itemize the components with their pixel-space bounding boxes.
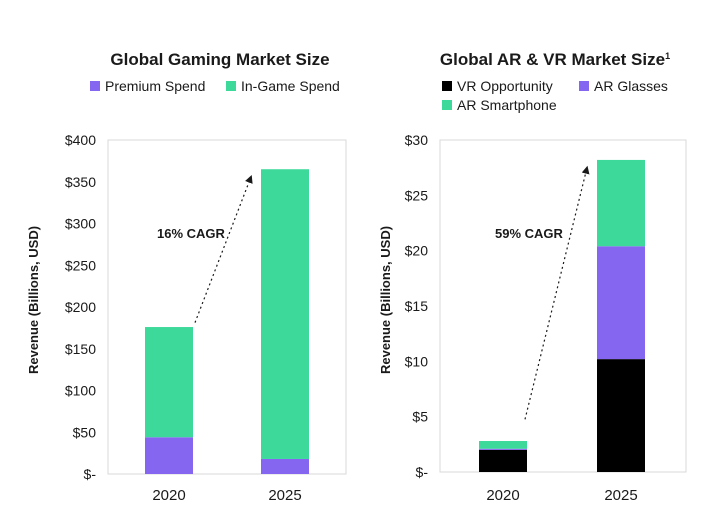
- chart1-y-tick-label: $-: [84, 466, 97, 482]
- chart1-y-tick-label: $150: [65, 341, 96, 357]
- chart2-y-axis-label: Revenue (Billions, USD): [378, 226, 393, 374]
- chart1-y-tick-label: $400: [65, 132, 96, 148]
- chart2-bar-2020-ar-smartphone: [479, 441, 527, 449]
- chart2-legend-swatch-ar-smartphone: [442, 100, 452, 110]
- chart1-y-axis-label: Revenue (Billions, USD): [26, 226, 41, 374]
- chart1-y-tick-label: $350: [65, 174, 96, 190]
- chart2-bar-2025-vr-opportunity: [597, 359, 645, 472]
- chart1-cagr-arrow: [194, 174, 253, 323]
- chart2-cagr-arrow: [524, 165, 590, 420]
- chart2-y-tick-label: $25: [405, 187, 429, 203]
- chart2-y-tick-label: $30: [405, 132, 429, 148]
- chart1-bar-2020-premium-spend: [145, 437, 193, 474]
- chart2-y-tick-label: $15: [405, 298, 429, 314]
- chart1-y-tick-label: $50: [73, 424, 97, 440]
- chart2-bar-2025-ar-glasses: [597, 246, 645, 360]
- chart1-legend-label: In-Game Spend: [241, 78, 340, 94]
- chart1-plot-frame: [107, 139, 347, 475]
- chart2-legend-label: AR Smartphone: [457, 97, 557, 113]
- chart2-legend-swatch-ar-glasses: [579, 81, 589, 91]
- chart2-x-category-label: 2025: [604, 487, 637, 504]
- chart2-title-main: Global AR & VR Market Size: [440, 50, 665, 69]
- chart2-y-tick-label: $-: [416, 464, 429, 480]
- chart1-bar-2020-in-game-spend: [145, 327, 193, 438]
- chart2-cagr-annotation: 59% CAGR: [495, 226, 564, 241]
- chart1-legend-swatch-in-game-spend: [226, 81, 236, 91]
- chart1-x-category-label: 2025: [268, 487, 301, 504]
- chart2-legend-label: AR Glasses: [594, 78, 668, 94]
- chart2-y-tick-label: $10: [405, 353, 429, 369]
- chart1-title: Global Gaming Market Size: [110, 50, 329, 69]
- chart2-x-category-label: 2020: [486, 487, 519, 504]
- chart2-y-tick-label: $5: [412, 409, 428, 425]
- chart1-y-tick-label: $250: [65, 257, 96, 273]
- chart-marks: $- $50 $100 $150 $200 $250 $300 $350 $400 2020 202…: [65, 78, 687, 504]
- chart2-legend-swatch-vr-opportunity: [442, 81, 452, 91]
- chart1-y-tick-label: $300: [65, 216, 96, 232]
- chart1-legend-label: Premium Spend: [105, 78, 205, 94]
- chart1-legend-swatch-premium-spend: [90, 81, 100, 91]
- chart2-legend-label: VR Opportunity: [457, 78, 553, 94]
- chart2-plot-frame: [439, 139, 687, 473]
- chart2-title-footnote-marker: 1: [665, 51, 670, 61]
- chart1-bar-2025-premium-spend: [261, 458, 309, 474]
- chart2-y-tick-label: $20: [405, 243, 429, 259]
- chart1-bar-2025-in-game-spend: [261, 169, 309, 459]
- chart2-bar-2020-ar-glasses: [479, 448, 527, 450]
- chart2-title: Global AR & VR Market Size1: [440, 50, 670, 69]
- chart2-bar-2020-vr-opportunity: [479, 449, 527, 472]
- chart1-y-tick-label: $200: [65, 299, 96, 315]
- chart1-y-tick-label: $100: [65, 383, 96, 399]
- chart1-cagr-annotation: 16% CAGR: [157, 226, 226, 241]
- chart1-x-category-label: 2020: [152, 487, 185, 504]
- chart2-bar-2025-ar-smartphone: [597, 159, 645, 247]
